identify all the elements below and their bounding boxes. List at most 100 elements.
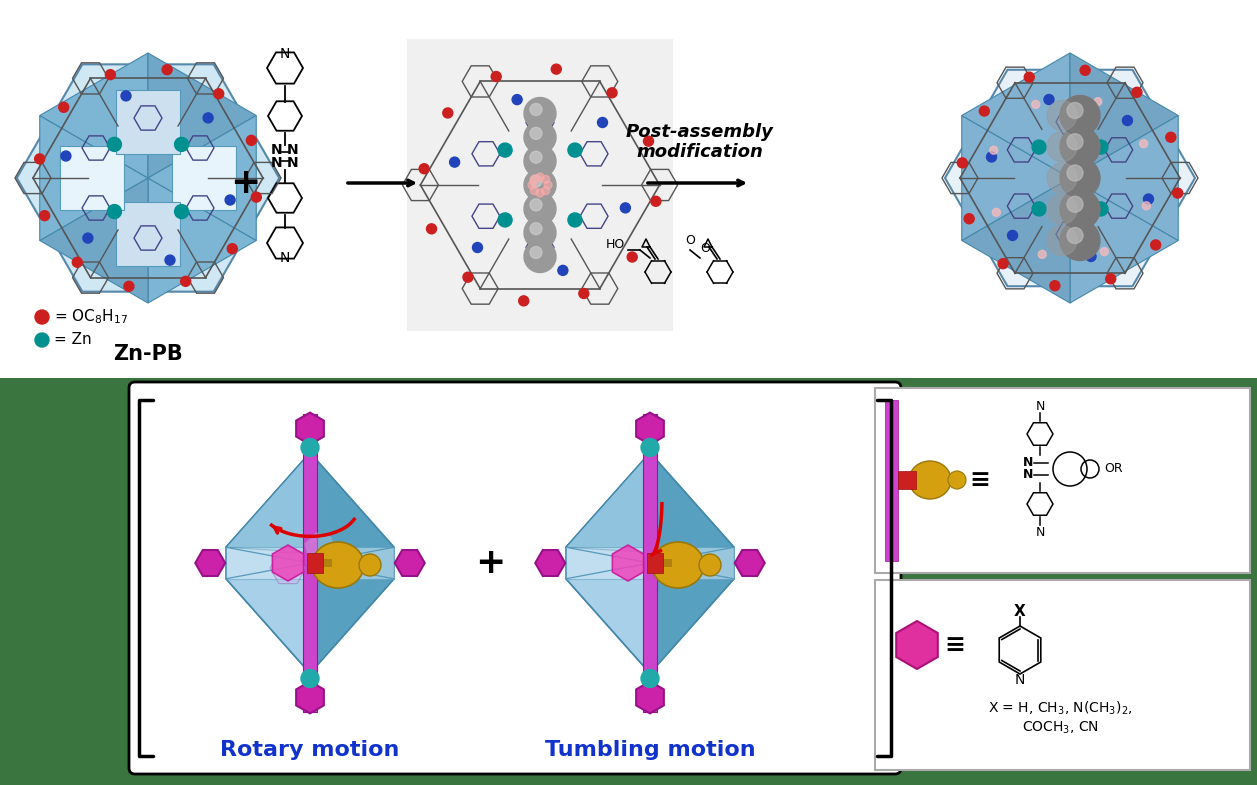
Circle shape [83, 233, 93, 243]
Circle shape [1123, 115, 1133, 126]
Polygon shape [172, 146, 235, 210]
Circle shape [542, 175, 549, 184]
Text: N: N [280, 47, 290, 61]
Bar [407, 39, 672, 330]
Circle shape [558, 265, 568, 276]
Text: N: N [1023, 457, 1033, 469]
Text: modification: modification [636, 143, 763, 161]
Circle shape [59, 102, 69, 112]
Circle shape [426, 224, 436, 234]
Circle shape [1032, 140, 1046, 154]
Circle shape [1047, 163, 1077, 193]
Circle shape [246, 135, 256, 145]
Bar [303, 414, 317, 712]
Circle shape [530, 175, 542, 187]
Polygon shape [612, 545, 644, 581]
Polygon shape [226, 453, 310, 674]
Polygon shape [945, 70, 1195, 287]
Circle shape [641, 439, 659, 457]
Circle shape [175, 205, 189, 218]
Circle shape [106, 70, 116, 79]
Circle shape [992, 208, 1001, 217]
Text: Zn-PB: Zn-PB [113, 344, 182, 364]
Circle shape [1047, 194, 1077, 225]
Circle shape [964, 214, 974, 224]
Circle shape [1165, 132, 1175, 142]
Text: N: N [272, 143, 283, 157]
Circle shape [35, 333, 49, 347]
Circle shape [524, 97, 556, 130]
Circle shape [644, 136, 654, 146]
Circle shape [175, 137, 189, 152]
Text: N: N [280, 251, 290, 265]
Polygon shape [148, 115, 256, 240]
Circle shape [621, 203, 631, 213]
Circle shape [107, 205, 122, 218]
Circle shape [524, 145, 556, 177]
Text: N: N [287, 156, 299, 170]
Circle shape [1094, 202, 1107, 216]
Text: N: N [1023, 469, 1033, 481]
Circle shape [524, 122, 556, 153]
Bar [0, 0, 1257, 378]
Ellipse shape [652, 542, 704, 588]
Circle shape [1047, 132, 1077, 162]
Text: N: N [287, 143, 299, 157]
Circle shape [979, 106, 989, 116]
Circle shape [165, 255, 175, 265]
Circle shape [1050, 281, 1060, 290]
Circle shape [524, 193, 556, 225]
Polygon shape [1070, 53, 1178, 178]
Circle shape [442, 108, 453, 118]
Text: +: + [230, 166, 260, 200]
Circle shape [535, 173, 544, 181]
Text: N: N [1036, 527, 1045, 539]
Bar [307, 553, 323, 573]
Circle shape [1150, 240, 1160, 250]
Circle shape [60, 151, 70, 161]
Circle shape [1080, 65, 1090, 75]
Circle shape [528, 181, 535, 189]
Circle shape [530, 223, 542, 235]
Ellipse shape [312, 542, 365, 588]
Polygon shape [535, 550, 566, 576]
Circle shape [627, 252, 637, 262]
Circle shape [124, 281, 134, 291]
Text: +: + [475, 546, 505, 580]
Bar [644, 414, 657, 712]
Text: Post-assembly: Post-assembly [626, 123, 774, 141]
Circle shape [1060, 96, 1100, 136]
Circle shape [651, 196, 661, 206]
Polygon shape [297, 413, 324, 444]
Polygon shape [148, 53, 256, 178]
Circle shape [419, 164, 429, 173]
Circle shape [552, 64, 562, 74]
Circle shape [40, 210, 49, 221]
Circle shape [1067, 133, 1084, 150]
Circle shape [958, 158, 968, 168]
Circle shape [498, 213, 512, 227]
Circle shape [228, 243, 238, 254]
Text: ≡: ≡ [944, 633, 965, 657]
Polygon shape [304, 532, 336, 564]
Polygon shape [896, 621, 938, 669]
Circle shape [524, 169, 556, 201]
Circle shape [530, 199, 542, 211]
Polygon shape [962, 53, 1070, 178]
Circle shape [989, 146, 998, 154]
Polygon shape [226, 453, 310, 553]
Polygon shape [16, 64, 279, 292]
Circle shape [1045, 94, 1053, 104]
Polygon shape [1070, 178, 1178, 303]
FancyBboxPatch shape [129, 382, 901, 774]
Text: ≡: ≡ [969, 468, 991, 492]
Circle shape [251, 192, 261, 202]
Circle shape [498, 143, 512, 157]
Text: Rotary motion: Rotary motion [220, 740, 400, 760]
Circle shape [568, 143, 582, 157]
Circle shape [1060, 189, 1100, 229]
Circle shape [530, 127, 542, 139]
Circle shape [530, 187, 538, 195]
Circle shape [121, 91, 131, 101]
Polygon shape [1070, 115, 1178, 240]
